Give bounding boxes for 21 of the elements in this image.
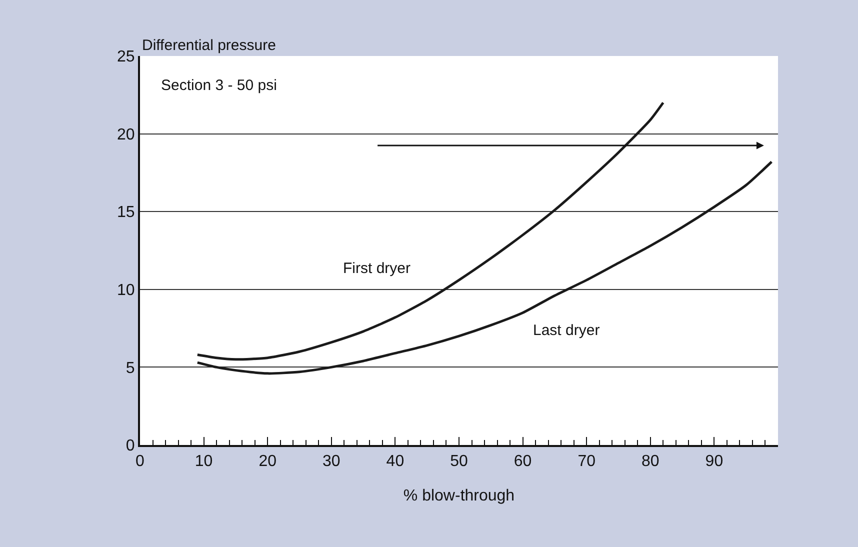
x-tick-label: 20 (258, 453, 277, 470)
series-label: First dryer (343, 260, 411, 277)
x-tick-label: 40 (386, 453, 404, 470)
annotation: Section 3 - 50 psi (161, 77, 277, 94)
x-tick-label: 60 (514, 453, 532, 470)
series-label: Last dryer (533, 322, 600, 339)
x-tick-label: 70 (578, 453, 596, 470)
y-tick-label: 5 (126, 360, 135, 377)
y-tick-label: 20 (117, 126, 135, 144)
x-tick-label: 10 (194, 453, 213, 470)
y-tick-label: 25 (117, 48, 135, 66)
x-axis-title: % blow-through (403, 487, 515, 504)
x-tick-label: 50 (450, 453, 468, 470)
x-tick-label: 90 (705, 453, 724, 470)
x-tick-label: 30 (322, 453, 340, 470)
line-series (196, 160, 773, 375)
y-tick-label: 15 (117, 204, 135, 222)
x-tick-label: 80 (642, 453, 660, 470)
y-tick-label: 0 (126, 438, 135, 455)
y-axis-title: Differential pressure (142, 37, 276, 54)
y-tick-label: 10 (117, 282, 135, 299)
